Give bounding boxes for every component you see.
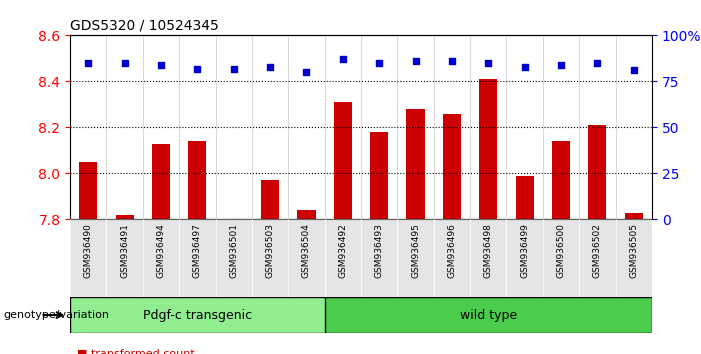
Text: GSM936498: GSM936498 <box>484 223 493 278</box>
Text: GSM936492: GSM936492 <box>339 223 347 278</box>
Text: GSM936493: GSM936493 <box>375 223 383 278</box>
Bar <box>552 141 570 219</box>
Bar <box>579 219 615 297</box>
Point <box>264 64 275 69</box>
Bar <box>434 219 470 297</box>
Bar <box>116 215 134 219</box>
Point <box>628 68 639 73</box>
Point <box>483 60 494 66</box>
Bar <box>179 219 216 297</box>
Bar <box>443 114 461 219</box>
Point <box>519 64 530 69</box>
Bar <box>152 143 170 219</box>
Text: GSM936505: GSM936505 <box>629 223 638 278</box>
Bar <box>297 210 315 219</box>
Point <box>83 60 94 66</box>
FancyBboxPatch shape <box>70 297 325 333</box>
Text: GSM936503: GSM936503 <box>266 223 275 278</box>
Bar <box>261 181 279 219</box>
Text: GDS5320 / 10524345: GDS5320 / 10524345 <box>70 19 219 33</box>
Bar <box>70 219 107 297</box>
Bar <box>397 219 434 297</box>
Bar <box>370 132 388 219</box>
Text: GSM936504: GSM936504 <box>302 223 311 278</box>
Bar <box>79 162 97 219</box>
Point <box>447 58 458 64</box>
Bar <box>216 219 252 297</box>
Text: GSM936494: GSM936494 <box>156 223 165 278</box>
Bar <box>470 219 506 297</box>
Point <box>555 62 566 68</box>
Text: Pdgf-c transgenic: Pdgf-c transgenic <box>143 309 252 321</box>
Text: GSM936490: GSM936490 <box>84 223 93 278</box>
Point <box>301 69 312 75</box>
Bar <box>252 219 288 297</box>
Text: genotype/variation: genotype/variation <box>4 310 109 320</box>
Text: GSM936496: GSM936496 <box>447 223 456 278</box>
Point <box>374 60 385 66</box>
Bar <box>325 219 361 297</box>
Point <box>119 60 130 66</box>
Bar <box>334 102 352 219</box>
Text: GSM936501: GSM936501 <box>229 223 238 278</box>
Point <box>410 58 421 64</box>
Text: GSM936497: GSM936497 <box>193 223 202 278</box>
Bar <box>543 219 579 297</box>
Bar <box>189 141 207 219</box>
Bar <box>479 79 498 219</box>
Point <box>337 57 348 62</box>
Bar <box>224 219 243 222</box>
Point <box>156 62 167 68</box>
Bar <box>143 219 179 297</box>
Bar <box>515 176 533 219</box>
Bar <box>615 219 652 297</box>
Text: GSM936502: GSM936502 <box>593 223 602 278</box>
Text: ■ transformed count: ■ transformed count <box>77 349 195 354</box>
Bar <box>625 212 643 219</box>
Bar <box>407 109 425 219</box>
Text: GSM936499: GSM936499 <box>520 223 529 278</box>
Point <box>592 60 603 66</box>
Bar <box>361 219 397 297</box>
Text: wild type: wild type <box>460 309 517 321</box>
Text: GSM936495: GSM936495 <box>411 223 420 278</box>
Bar <box>588 125 606 219</box>
Point <box>228 66 239 72</box>
FancyBboxPatch shape <box>325 297 652 333</box>
Point <box>192 66 203 72</box>
Bar <box>506 219 543 297</box>
Text: GSM936500: GSM936500 <box>557 223 566 278</box>
Text: GSM936491: GSM936491 <box>120 223 129 278</box>
Bar <box>107 219 143 297</box>
Bar <box>288 219 325 297</box>
